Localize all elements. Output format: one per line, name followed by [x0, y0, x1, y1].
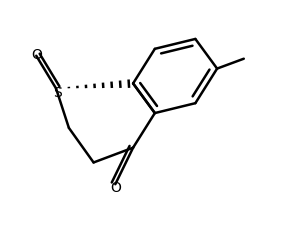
Text: S: S — [53, 86, 61, 100]
Text: O: O — [110, 181, 121, 195]
Text: O: O — [31, 48, 42, 62]
